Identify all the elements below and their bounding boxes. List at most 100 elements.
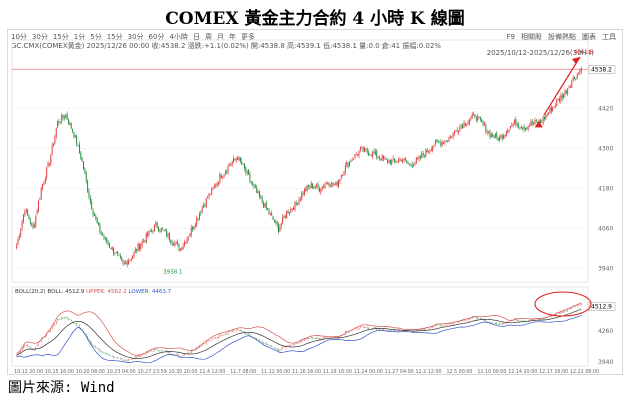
candle-body-48: [81, 158, 83, 162]
x-tick-8: 11.12 00:00: [261, 369, 290, 375]
candle-body-28: [54, 135, 56, 144]
candle-body-172: [250, 181, 252, 184]
x-tick-4: 10.27 23:59: [138, 369, 167, 375]
boll-upper-line: [16, 302, 582, 356]
candle-body-66: [106, 238, 108, 243]
candle-body-152: [223, 174, 225, 178]
candle-body-206: [297, 203, 299, 205]
candle-body-122: [182, 245, 184, 250]
period-tab-7[interactable]: 60分: [148, 33, 165, 41]
period-tab-5[interactable]: 15分: [106, 33, 123, 41]
candle-body-393: [552, 107, 554, 111]
candle-body-368: [518, 124, 520, 127]
period-tab-10[interactable]: 周: [204, 33, 212, 41]
candle-body-238: [340, 175, 342, 179]
period-tab-1[interactable]: 30分: [31, 33, 48, 41]
candle-body-255: [363, 147, 365, 152]
candle-body-324: [458, 130, 460, 133]
period-toolbar[interactable]: 10分 30分 15分 1分 5分 15分 30分 60分 4小時日周月年更多: [11, 32, 260, 42]
main-ytick-4: 4420: [598, 106, 613, 113]
last-price-box: [588, 65, 616, 74]
candle-body-119: [178, 244, 180, 250]
boll-mid-line: [16, 308, 582, 359]
period-tab-9[interactable]: 日: [192, 33, 200, 41]
candle-body-408: [572, 77, 574, 82]
right-toolbar[interactable]: F9 相關股 設備熱點 圖表 工具: [501, 32, 616, 42]
candle-body-349: [492, 134, 494, 137]
period-tab-12[interactable]: 年: [228, 33, 236, 41]
candle-body-273: [388, 160, 390, 163]
candle-body-232: [332, 182, 334, 185]
candle-body-154: [226, 172, 228, 173]
candle-body-386: [542, 116, 544, 124]
period-tab-2[interactable]: 15分: [52, 33, 69, 41]
candle-body-333: [470, 117, 472, 120]
period-tab-3[interactable]: 1分: [73, 33, 86, 41]
candle-body-71: [113, 247, 114, 254]
candle-body-118: [177, 242, 179, 244]
legend-lower: LOWER: 4463.7: [129, 289, 172, 295]
period-tab-11[interactable]: 月: [216, 33, 224, 41]
candle-body-103: [156, 222, 158, 229]
period-tab-0[interactable]: 10分: [11, 33, 27, 41]
boll-lower-line: [16, 315, 582, 364]
chart-title: COMEX 黃金主力合約 4 小時 K 線圖: [165, 9, 465, 29]
candle-body-230: [329, 186, 331, 188]
candle-body-36: [65, 114, 67, 119]
toolbar-item-0[interactable]: F9: [506, 33, 515, 41]
candle-body-136: [201, 207, 203, 213]
candle-body-385: [541, 122, 543, 123]
candle-body-196: [283, 216, 285, 218]
candle-body-193: [279, 226, 281, 232]
toolbar-item-1[interactable]: 相關股: [521, 33, 542, 41]
candle-body-91: [140, 244, 142, 250]
period-tab-8[interactable]: 4小時: [169, 33, 188, 41]
candle-body-296: [419, 156, 421, 158]
high-annotation: 4561.6: [574, 50, 594, 56]
candle-body-53: [88, 190, 90, 198]
candle-body-49: [83, 161, 84, 170]
x-tick-10: 11.19 16:00: [323, 369, 352, 375]
candle-body-25: [50, 155, 52, 165]
candle-body-356: [501, 134, 503, 139]
last-price-label: 4538.2: [591, 66, 612, 73]
toolbar-item-2[interactable]: 設備熱點: [548, 33, 576, 41]
candle-body-397: [557, 98, 559, 100]
candle-body-138: [204, 205, 206, 207]
candle-body-263: [374, 151, 376, 155]
candle-body-278: [395, 160, 397, 163]
candle-body-150: [220, 174, 222, 179]
candle-body-5: [23, 214, 24, 222]
candle-body-69: [110, 247, 112, 249]
candle-body-270: [384, 158, 386, 160]
candle-body-229: [328, 182, 330, 187]
candle-body-365: [514, 119, 515, 124]
x-tick-11: 11.24 00:00: [354, 369, 383, 375]
x-tick-1: 10.15 16:00: [45, 369, 74, 375]
period-tab-6[interactable]: 30分: [127, 33, 144, 41]
candle-body-42: [73, 132, 75, 137]
main-ytick-2: 4180: [598, 186, 613, 193]
candle-body-398: [559, 98, 560, 101]
candle-body-248: [354, 154, 356, 159]
candle-body-7: [25, 209, 27, 212]
candle-body-96: [147, 233, 149, 236]
candle-body-170: [248, 170, 250, 175]
candle-body-210: [302, 192, 304, 194]
candle-body-16: [38, 200, 39, 212]
toolbar-item-3[interactable]: 圖表: [582, 33, 596, 41]
candle-body-317: [448, 137, 450, 142]
candle-body-186: [269, 213, 271, 215]
quote-info: GC.CMX(COMEX黃金) 2025/12/26 00:00 收:4538.…: [11, 42, 441, 50]
candle-body-77: [121, 256, 123, 261]
candle-body-394: [553, 105, 555, 107]
candle-body-352: [496, 133, 498, 137]
candle-body-131: [194, 225, 196, 227]
period-tab-13[interactable]: 更多: [240, 33, 255, 41]
candle-body-342: [482, 121, 484, 125]
candle-body-144: [212, 187, 214, 188]
candle-body-102: [155, 222, 157, 226]
period-tab-4[interactable]: 5分: [90, 33, 102, 41]
candle-body-302: [428, 151, 430, 153]
toolbar-item-4[interactable]: 工具: [602, 33, 616, 41]
